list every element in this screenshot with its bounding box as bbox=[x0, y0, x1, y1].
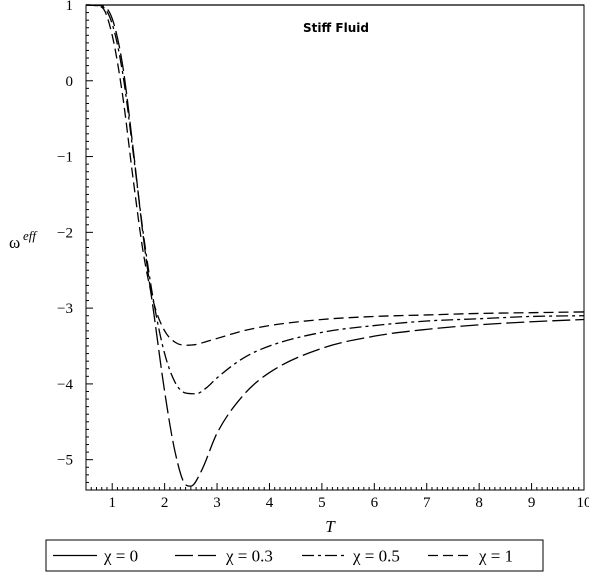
y-tick-label: −3 bbox=[57, 301, 73, 317]
annotation-stiff-fluid: Stiff Fluid bbox=[303, 21, 369, 35]
y-tick-label: −5 bbox=[57, 453, 73, 469]
plot-border bbox=[85, 4, 585, 491]
series-line-3 bbox=[85, 4, 585, 346]
x-tick-label: 6 bbox=[371, 495, 379, 511]
legend-label-1: χ = 0.3 bbox=[225, 547, 273, 566]
x-tick-label: 9 bbox=[528, 495, 536, 511]
x-tick-label: 8 bbox=[475, 495, 483, 511]
x-tick-label: 3 bbox=[213, 495, 221, 511]
legend: χ = 0 χ = 0.3 χ = 0.5 χ = 1 bbox=[45, 539, 544, 572]
series-line-2 bbox=[85, 4, 585, 395]
x-tick-label: 7 bbox=[423, 495, 431, 511]
x-tick-label: 2 bbox=[161, 495, 169, 511]
y-axis-title-superscript: eff bbox=[23, 228, 38, 243]
legend-label-2: χ = 0.5 bbox=[352, 547, 400, 566]
legend-label-3: χ = 1 bbox=[478, 547, 513, 566]
series-lines bbox=[85, 4, 585, 487]
y-tick-label: −4 bbox=[57, 377, 73, 393]
y-axis-title-group: ω eff bbox=[9, 228, 38, 252]
plot-frame bbox=[85, 4, 585, 491]
y-tick-label: −1 bbox=[57, 150, 73, 166]
x-axis-title: T bbox=[325, 517, 336, 536]
y-axis-title: ω bbox=[9, 233, 20, 252]
x-tick-label: 5 bbox=[318, 495, 326, 511]
legend-label-0: χ = 0 bbox=[103, 547, 138, 566]
legend-box bbox=[45, 539, 544, 572]
y-tick-label: −2 bbox=[57, 225, 73, 241]
x-tick-label: 1 bbox=[108, 495, 116, 511]
y-tick-label: 1 bbox=[66, 0, 74, 14]
x-tick-label: 10 bbox=[577, 495, 589, 511]
series-line-1 bbox=[85, 4, 585, 487]
y-tick-label: 0 bbox=[66, 74, 74, 90]
x-tick-label: 4 bbox=[266, 495, 274, 511]
